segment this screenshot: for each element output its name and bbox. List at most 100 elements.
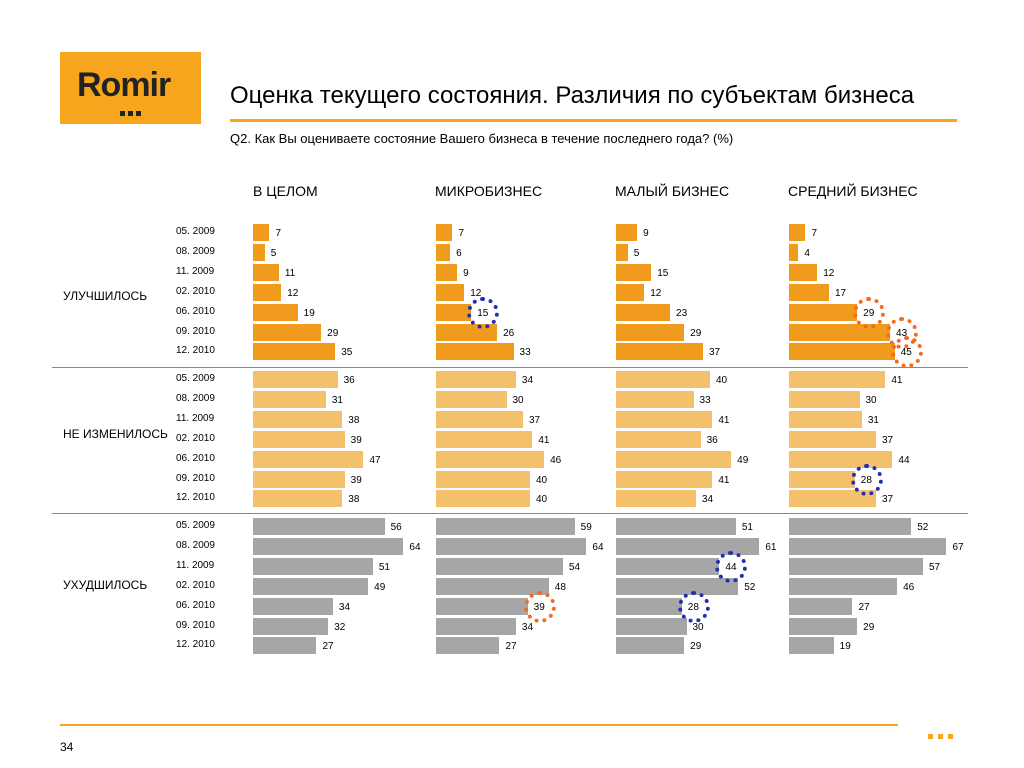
period-label: 02. 2010 (176, 579, 215, 591)
bar-unchanged (436, 470, 530, 488)
data-label: 64 (592, 541, 604, 553)
group-separator (52, 367, 968, 368)
bar-improved (436, 283, 465, 301)
bar-unchanged (616, 470, 713, 488)
period-label: 11. 2009 (176, 412, 215, 424)
data-label: 57 (928, 561, 941, 573)
column-header: СРЕДНИЙ БИЗНЕС (788, 183, 918, 199)
data-label: 7 (811, 228, 817, 239)
data-label: 9 (643, 228, 649, 239)
data-label: 34 (521, 375, 534, 386)
bar-improved (789, 243, 799, 261)
period-label: 11. 2009 (176, 559, 215, 571)
bar-worsened (436, 637, 500, 655)
data-label: 56 (390, 522, 402, 533)
data-label: 34 (701, 494, 714, 506)
data-label: 61 (765, 541, 777, 553)
bar-worsened (253, 617, 329, 635)
bar-unchanged (789, 430, 876, 448)
column-header: МАЛЫЙ БИЗНЕС (615, 183, 730, 199)
bar-unchanged (436, 430, 533, 448)
data-label: 40 (716, 375, 728, 386)
bar-worsened (616, 518, 736, 535)
bar-worsened (436, 557, 563, 575)
data-label: 41 (718, 474, 730, 486)
period-label: 12. 2010 (176, 639, 215, 651)
highlight-circle (715, 550, 748, 583)
data-label: 39 (350, 434, 362, 446)
period-label: 02. 2010 (176, 285, 215, 297)
bar-worsened (253, 637, 317, 655)
bar-worsened (436, 518, 575, 535)
highlight-circle (890, 336, 923, 369)
bar-worsened (616, 557, 720, 575)
bar-unchanged (616, 371, 710, 388)
period-label: 08. 2009 (176, 392, 215, 404)
data-label: 19 (839, 641, 851, 653)
data-label: 27 (322, 641, 334, 653)
data-label: 59 (580, 522, 592, 533)
data-label: 54 (568, 561, 581, 573)
bar-unchanged (253, 470, 345, 488)
bar-unchanged (436, 371, 516, 388)
group-label: УЛУЧШИЛОСЬ (63, 289, 148, 303)
bar-unchanged (616, 430, 701, 448)
data-label: 44 (898, 454, 910, 466)
bar-worsened (789, 518, 912, 535)
group-separator (52, 513, 968, 514)
period-label: 08. 2009 (176, 539, 215, 551)
bar-worsened (789, 597, 853, 615)
data-label: 11 (284, 267, 296, 279)
footer-rule (60, 724, 898, 726)
bar-unchanged (253, 410, 343, 428)
bar-unchanged (789, 470, 855, 488)
column-header: В ЦЕЛОМ (253, 183, 318, 199)
bar-worsened (253, 577, 369, 595)
data-label: 7 (458, 228, 464, 239)
data-label: 29 (690, 327, 702, 339)
data-label: 52 (917, 522, 929, 533)
data-label: 27 (505, 641, 517, 653)
bar-improved (253, 323, 322, 341)
data-label: 37 (708, 347, 721, 359)
bar-worsened (789, 637, 834, 655)
data-label: 12 (287, 287, 299, 299)
data-label: 27 (858, 601, 870, 613)
data-label: 30 (692, 621, 704, 633)
bar-improved (436, 224, 453, 241)
bar-unchanged (436, 450, 545, 468)
data-label: 30 (865, 394, 877, 406)
data-label: 47 (369, 454, 381, 466)
bar-improved (789, 263, 818, 281)
period-label: 09. 2010 (176, 472, 215, 484)
data-label: 12 (650, 287, 662, 299)
period-label: 05. 2009 (176, 226, 215, 237)
page-number: 34 (60, 740, 74, 754)
bar-worsened (616, 597, 682, 615)
logo-dots (120, 103, 144, 121)
data-label: 34 (521, 621, 534, 633)
data-label: 29 (863, 621, 875, 633)
logo-text: Romir (77, 66, 171, 104)
bar-unchanged (616, 450, 732, 468)
bar-worsened (436, 597, 528, 615)
bar-worsened (789, 537, 947, 555)
bar-improved (253, 263, 279, 281)
bar-worsened (789, 577, 898, 595)
data-label: 5 (633, 247, 640, 259)
data-label: 29 (690, 641, 702, 653)
bar-improved (616, 263, 652, 281)
data-label: 5 (270, 247, 277, 259)
group-label: УХУДШИЛОСЬ (63, 578, 148, 592)
bar-worsened (436, 617, 516, 635)
bar-improved (436, 243, 451, 261)
data-label: 6 (456, 247, 462, 259)
bar-improved (253, 224, 270, 241)
data-label: 17 (834, 287, 847, 299)
bar-worsened (789, 557, 923, 575)
bar-improved (789, 283, 829, 301)
data-label: 37 (528, 414, 541, 426)
bar-worsened (436, 537, 587, 555)
data-label: 23 (676, 307, 688, 319)
bar-unchanged (436, 390, 507, 408)
